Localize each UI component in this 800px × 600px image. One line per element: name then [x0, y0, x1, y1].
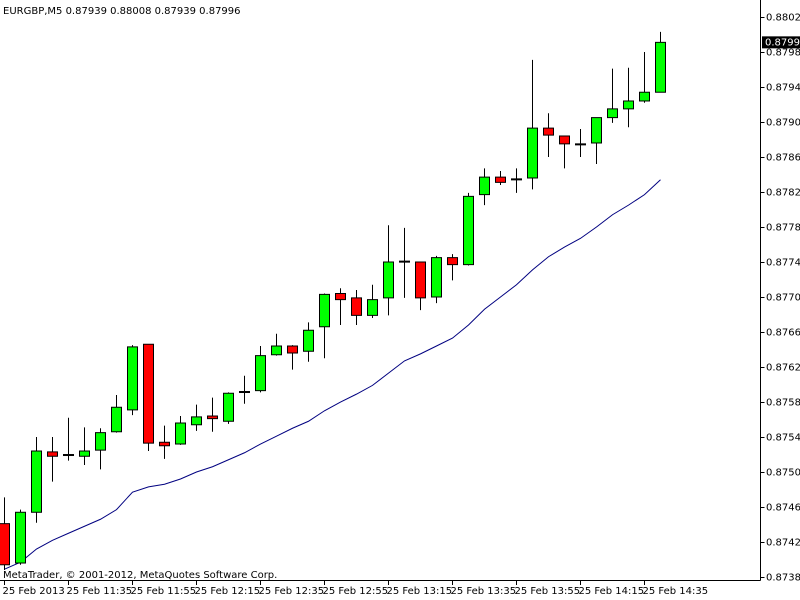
candle-body: [319, 293, 330, 328]
candle-body: [399, 260, 410, 263]
candle-body: [175, 422, 186, 445]
candle-body: [351, 297, 362, 316]
candle-body: [239, 391, 250, 394]
candle-body: [143, 343, 154, 444]
candle-body: [79, 450, 90, 457]
x-tick-label: 25 Feb 12:35: [259, 586, 325, 597]
candle-body: [31, 450, 42, 513]
y-tick-label: 0.87745: [766, 258, 800, 269]
candle-body: [367, 299, 378, 316]
candle-body: [623, 100, 634, 110]
x-tick-label: 25 Feb 2013: [3, 586, 65, 597]
candle-body: [191, 416, 202, 426]
candle-body: [159, 441, 170, 447]
y-tick-label: 0.87865: [766, 153, 800, 164]
candle-body: [271, 345, 282, 356]
candle-body: [127, 346, 138, 411]
y-tick-label: 0.87705: [766, 293, 800, 304]
candle-body: [655, 41, 666, 93]
x-tick-label: 25 Feb 12:15: [195, 586, 261, 597]
candle-body: [15, 511, 26, 564]
y-tick-label: 0.87785: [766, 223, 800, 234]
moving-average: [4, 179, 661, 570]
x-tick-label: 25 Feb 14:35: [643, 586, 709, 597]
y-tick-label: 0.87625: [766, 363, 800, 374]
current-price-box: [762, 36, 800, 49]
candle-body: [607, 108, 618, 119]
y-tick-label: 0.87905: [766, 118, 800, 129]
candle-body: [287, 345, 298, 354]
candle-body: [223, 392, 234, 422]
y-tick-label: 0.87425: [766, 538, 800, 549]
candle-body: [415, 261, 426, 299]
current-price-label: 0.87996: [765, 37, 800, 48]
candle-body: [255, 355, 266, 392]
y-tick-label: 0.87945: [766, 83, 800, 94]
x-tick-label: 25 Feb 11:35: [67, 586, 133, 597]
x-tick-label: 25 Feb 13:35: [451, 586, 517, 597]
candle-body: [111, 406, 122, 433]
candle-body: [447, 257, 458, 266]
candle-body: [495, 176, 506, 183]
x-tick-label: 25 Feb 13:15: [387, 586, 453, 597]
y-tick-label: 0.87505: [766, 468, 800, 479]
candle-body: [431, 257, 442, 298]
y-tick-label: 0.87985: [766, 48, 800, 59]
y-tick-label: 0.87665: [766, 328, 800, 339]
candle-body: [511, 178, 522, 181]
candle-body: [575, 143, 586, 146]
candle-body: [383, 261, 394, 299]
candle-body: [527, 127, 538, 179]
y-tick-label: 0.87545: [766, 433, 800, 444]
y-tick-label: 0.88025: [766, 13, 800, 24]
y-tick-label: 0.87465: [766, 503, 800, 514]
x-tick-label: 25 Feb 11:55: [131, 586, 197, 597]
y-tick-label: 0.87825: [766, 188, 800, 199]
x-tick-label: 25 Feb 12:55: [323, 586, 389, 597]
candle-body: [463, 195, 474, 266]
chart-title: EURGBP,M5 0.87939 0.88008 0.87939 0.8799…: [3, 6, 241, 17]
candle-body: [639, 91, 650, 102]
candle-body: [543, 127, 554, 136]
candle-body: [0, 523, 10, 566]
candle-body: [303, 329, 314, 352]
candle-body: [591, 117, 602, 144]
x-tick-label: 25 Feb 13:55: [515, 586, 581, 597]
footer: MetaTrader, © 2001-2012, MetaQuotes Soft…: [3, 570, 277, 581]
y-tick-label: 0.87585: [766, 398, 800, 409]
y-tick-label: 0.87385: [766, 573, 800, 584]
candle-body: [207, 415, 218, 420]
candle-body: [559, 135, 570, 145]
x-tick-label: 25 Feb 14:15: [579, 586, 645, 597]
candle-body: [479, 176, 490, 196]
candle-body: [47, 451, 58, 457]
candle-body: [95, 432, 106, 451]
candle-body: [63, 454, 74, 457]
candle-body: [335, 293, 346, 301]
